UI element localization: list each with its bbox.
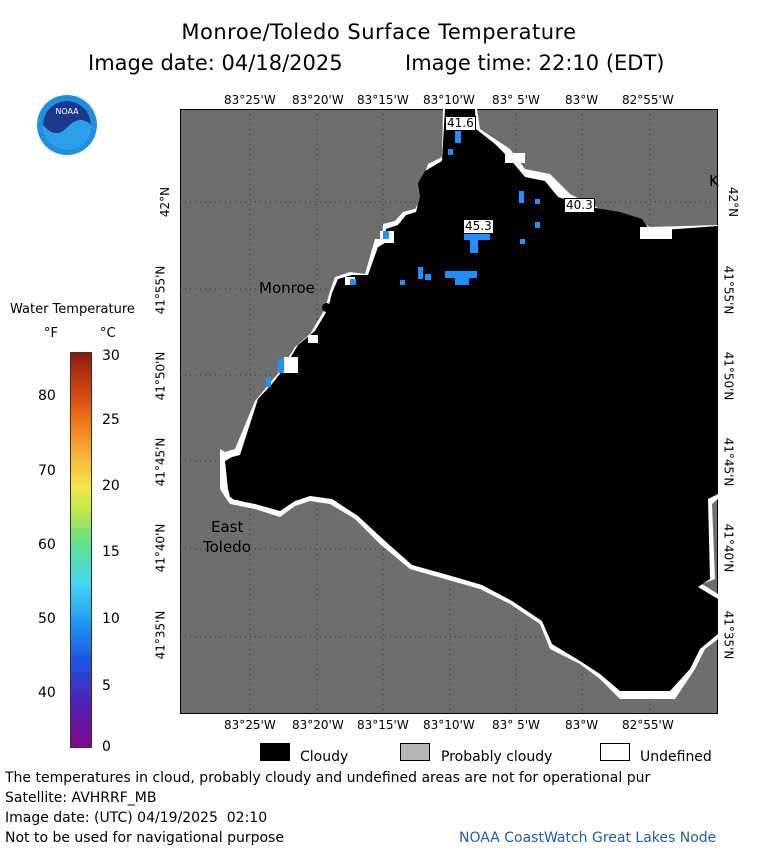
cloud-area — [225, 109, 718, 691]
left-tick: 41°55'N — [153, 265, 168, 315]
temp-label: 41.6 — [445, 116, 476, 131]
footer-note: The temperatures in cloud, probably clou… — [5, 770, 651, 786]
bottom-tick: 83°W — [565, 718, 599, 732]
right-tick: 41°55'N — [721, 265, 736, 315]
key-probably-cloudy-swatch — [400, 743, 430, 761]
right-tick: 41°40'N — [721, 523, 736, 573]
toledo-marker — [231, 491, 240, 500]
top-tick: 83°W — [565, 93, 599, 107]
bottom-tick: 82°55'W — [622, 718, 674, 732]
bottom-tick: 83°10'W — [423, 718, 475, 732]
temp-label: 40.3 — [564, 198, 595, 213]
c-tick: 5 — [102, 678, 111, 694]
place-edge-letter: K — [709, 172, 719, 190]
footer-disclaimer: Not to be used for navigational purpose — [5, 830, 284, 846]
key-undefined-label: Undefined — [640, 749, 712, 765]
legend-unit-c: °C — [100, 326, 116, 341]
place-monroe: Monroe — [259, 279, 315, 297]
key-cloudy-label: Cloudy — [300, 749, 349, 765]
c-tick: 0 — [102, 739, 111, 755]
left-tick: 41°35'N — [153, 610, 168, 660]
place-toledo: Toledo — [203, 538, 251, 556]
key-probably-cloudy-label: Probably cloudy — [441, 749, 553, 765]
bottom-tick: 83°15'W — [357, 718, 409, 732]
top-tick: 83° 5'W — [492, 93, 540, 107]
place-east: East — [211, 518, 244, 536]
key-cloudy-swatch — [260, 743, 290, 761]
top-tick: 83°15'W — [357, 93, 409, 107]
f-tick: 70 — [38, 463, 56, 479]
f-tick: 50 — [38, 611, 56, 627]
c-tick: 30 — [102, 348, 120, 364]
warm-water-pixels — [266, 129, 540, 387]
undefined-patch — [308, 335, 318, 343]
monroe-marker — [322, 303, 331, 312]
footer-credit: NOAA CoastWatch Great Lakes Node — [459, 830, 717, 846]
top-tick: 82°55'W — [622, 93, 674, 107]
c-tick: 20 — [102, 478, 120, 494]
temperature-map: 41.6 45.3 40.3 Monroe East Toledo K — [180, 109, 719, 714]
top-tick: 83°10'W — [423, 93, 475, 107]
logo-text: NOAA — [55, 107, 79, 116]
f-tick: 60 — [38, 537, 56, 553]
left-tick: 41°50'N — [153, 351, 168, 401]
left-tick: 42°N — [158, 186, 173, 218]
bottom-tick: 83°25'W — [224, 718, 276, 732]
legend-title: Water Temperature — [10, 302, 135, 317]
top-tick: 83°20'W — [292, 93, 344, 107]
noaa-logo: NOAA — [37, 95, 97, 155]
image-date: Image date: 04/18/2025 — [88, 51, 343, 75]
right-tick: 42°N — [726, 186, 741, 218]
bottom-tick: 83° 5'W — [492, 718, 540, 732]
undefined-patch — [505, 153, 525, 163]
page-title: Monroe/Toledo Surface Temperature — [181, 20, 577, 44]
right-tick: 41°50'N — [721, 351, 736, 401]
undefined-patch — [640, 227, 672, 239]
f-tick: 40 — [38, 685, 56, 701]
color-scale — [70, 352, 92, 748]
key-undefined-swatch — [600, 743, 630, 761]
left-tick: 41°40'N — [153, 523, 168, 573]
footer-utc-date: Image date: (UTC) 04/19/2025 02:10 — [5, 810, 268, 826]
right-tick: 41°45'N — [721, 437, 736, 487]
footer-satellite: Satellite: AVHRRF_MB — [5, 790, 157, 806]
c-tick: 10 — [102, 611, 120, 627]
c-tick: 15 — [102, 544, 120, 560]
c-tick: 25 — [102, 412, 120, 428]
undefined-patch — [284, 357, 298, 373]
temp-label: 45.3 — [463, 219, 494, 234]
f-tick: 80 — [38, 388, 56, 404]
left-tick: 41°45'N — [153, 437, 168, 487]
top-tick: 83°25'W — [224, 93, 276, 107]
bottom-tick: 83°20'W — [292, 718, 344, 732]
right-tick: 41°35'N — [721, 610, 736, 660]
image-time: Image time: 22:10 (EDT) — [405, 51, 665, 75]
legend-unit-f: °F — [44, 326, 58, 341]
